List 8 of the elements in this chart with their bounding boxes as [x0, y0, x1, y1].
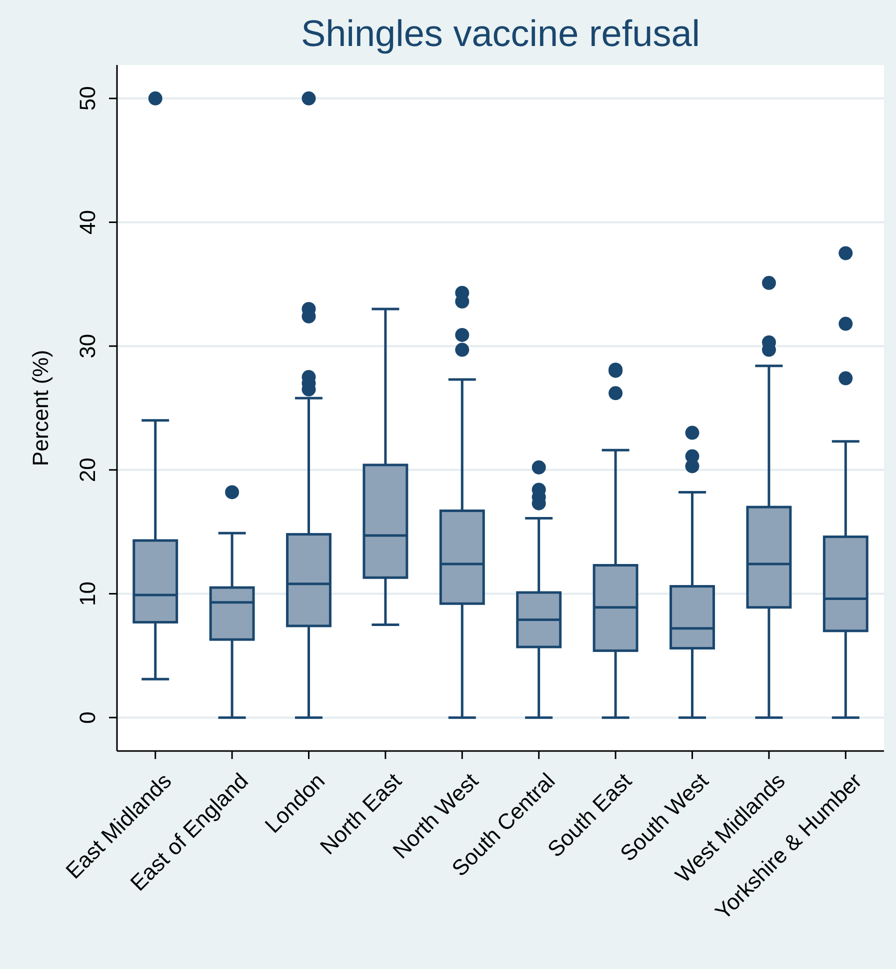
y-tick-label: 40: [75, 210, 100, 234]
y-tick-label: 20: [75, 458, 100, 482]
chart-title: Shingles vaccine refusal: [301, 13, 700, 54]
y-tick-label: 0: [75, 711, 100, 724]
y-tick-label: 30: [75, 334, 100, 358]
y-axis-title: Percent (%): [28, 350, 53, 466]
y-tick-label: 50: [75, 86, 100, 111]
y-tick-label: 10: [75, 582, 100, 606]
